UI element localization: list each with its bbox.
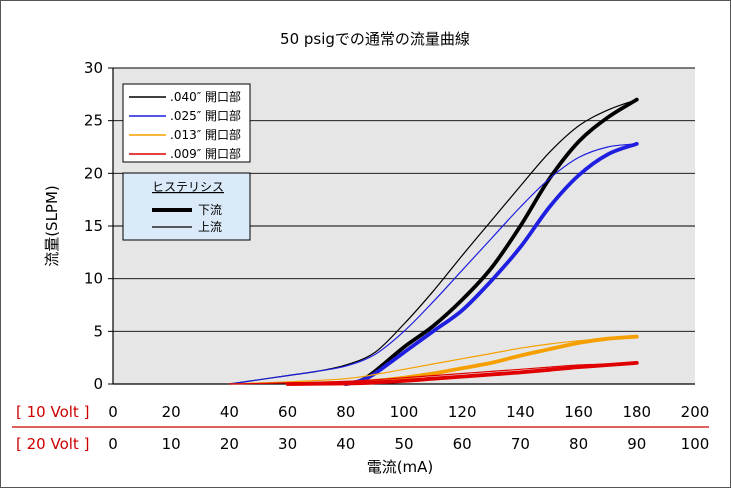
x-tick-label: 20 (162, 403, 181, 421)
x-tick-label: 100 (390, 403, 419, 421)
y-tick-label: 10 (84, 270, 103, 288)
x-tick-label: 80 (336, 403, 355, 421)
y-axis-label: 流量(SLPM) (43, 185, 61, 267)
series-line-7 (228, 362, 638, 385)
series-line-6 (285, 361, 639, 386)
y-axis-ticks: 0 5 10 15 20 25 30 (84, 59, 113, 393)
legend-label: .040″ 開口部 (170, 89, 241, 104)
hysteresis-label: 下流 (198, 203, 222, 217)
x-tick-label: 100 (681, 435, 710, 453)
hysteresis-legend-box (122, 172, 251, 241)
x-tick-label: 60 (278, 403, 297, 421)
x-tick-label: 180 (622, 403, 651, 421)
x-tick-label: 50 (394, 435, 413, 453)
legend-label: .025″ 開口部 (170, 108, 241, 123)
x-tick-label: 120 (448, 403, 477, 421)
grid-lines (113, 67, 695, 332)
x-tick-label: 90 (627, 435, 646, 453)
hysteresis-title: ヒステリシス (152, 180, 224, 194)
legend-label: .009″ 開口部 (170, 146, 241, 161)
x-tick-label: 160 (564, 403, 593, 421)
x-tick-label: 0 (108, 435, 118, 453)
x-tick-label: 70 (511, 435, 530, 453)
x-tick-label: 140 (506, 403, 535, 421)
y-tick-label: 0 (93, 375, 103, 393)
x-tick-label: 200 (681, 403, 710, 421)
series-line-5 (228, 336, 638, 385)
x-axis-rows: [ 10 Volt ] 0 20 40 60 80 100 120 140 160 180 200[ … (16, 403, 709, 453)
legend: .040″ 開口部 .025″ 開口部 .013″ 開口部 .009″ 開口部 (122, 83, 251, 163)
y-tick-label: 15 (84, 217, 103, 235)
legend-label: .013″ 開口部 (170, 127, 241, 142)
y-tick-label: 25 (84, 112, 103, 130)
chart-title: 50 psigでの通常の流量曲線 (280, 30, 470, 48)
x-tick-label: 60 (453, 435, 472, 453)
x-tick-label: 40 (220, 403, 239, 421)
x-tick-label: 40 (336, 435, 355, 453)
x-tick-label: 30 (278, 435, 297, 453)
x-tick-label: 10 (162, 435, 181, 453)
x-tick-label: 20 (220, 435, 239, 453)
volt-row-label: [ 20 Volt ] (16, 435, 89, 453)
series-line-3 (228, 143, 638, 385)
x-tick-label: 0 (108, 403, 118, 421)
y-tick-label: 5 (93, 322, 103, 340)
series-layer (228, 97, 639, 386)
y-tick-label: 20 (84, 164, 103, 182)
x-axis-label: 電流(mA) (367, 458, 434, 476)
x-tick-label: 80 (569, 435, 588, 453)
y-tick-label: 30 (84, 59, 103, 77)
hysteresis-label: 上流 (198, 220, 222, 234)
volt-row-label: [ 10 Volt ] (16, 403, 89, 421)
